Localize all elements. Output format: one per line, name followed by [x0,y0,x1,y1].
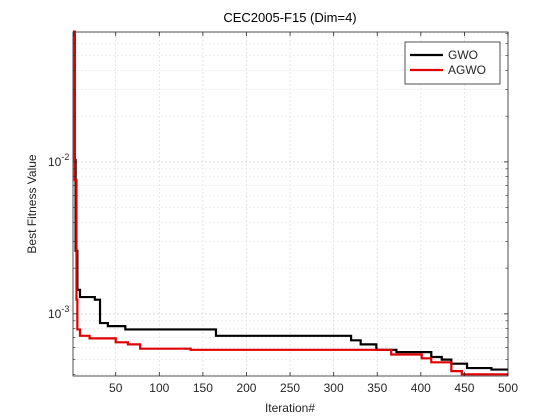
chart-title: CEC2005-F15 (Dim=4) [223,10,356,25]
y-tick-exponent: -2 [61,152,69,162]
lines [73,30,508,376]
y-axis-label: Best Fitness Value [25,154,39,253]
y-tick-label: 10-3 [48,304,69,321]
x-tick-label: 350 [367,381,387,395]
legend-box [404,41,501,85]
y-tick-base: 10 [48,307,62,321]
series-line [73,30,508,376]
y-tick-base: 10 [48,155,62,169]
legend-label: GWO [448,48,478,62]
legend-label: AGWO [448,63,486,77]
x-tick-label: 300 [324,381,344,395]
axes-box [72,31,509,377]
x-axis-label: Iteration# [265,401,315,415]
y-tick-exponent: -3 [61,304,69,314]
x-tick-label: 150 [193,381,213,395]
y-tick-label: 10-2 [48,152,69,169]
x-tick-label: 50 [109,381,123,395]
x-tick-label: 100 [149,381,169,395]
x-tick-label: 500 [498,381,518,395]
x-tick-label: 200 [236,381,256,395]
x-tick-label: 400 [411,381,431,395]
series-line [73,33,508,371]
x-tick-label: 250 [280,381,300,395]
x-tick-label: 450 [454,381,474,395]
